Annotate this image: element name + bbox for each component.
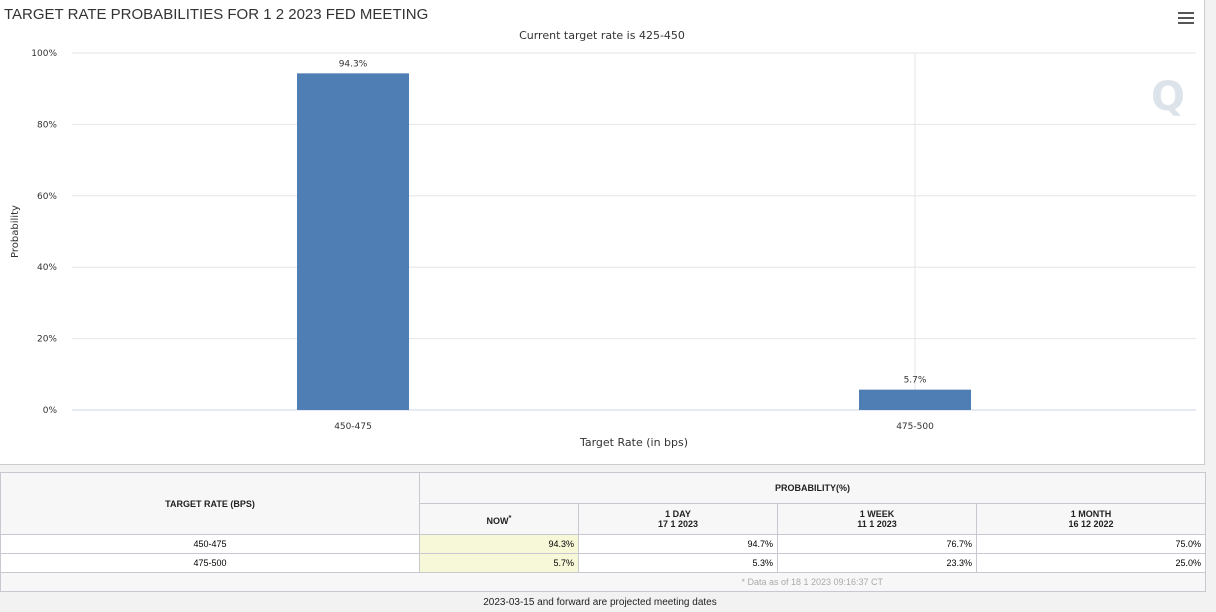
- day-cell: 94.7%: [578, 534, 778, 554]
- rate-cell: 475-500: [0, 553, 420, 573]
- week-cell: 23.3%: [777, 553, 977, 573]
- y-tick-label: 0%: [43, 406, 58, 416]
- y-tick-label: 80%: [37, 120, 57, 130]
- y-axis-title: Probability: [10, 205, 21, 258]
- footer-note: 2023-03-15 and forward are projected mee…: [483, 597, 717, 608]
- header-probability: PROBABILITY(%): [419, 472, 1206, 504]
- chart-title: TARGET RATE PROBABILITIES FOR 1 2 2023 F…: [4, 6, 429, 23]
- y-tick-label: 20%: [37, 335, 57, 345]
- watermark-q-logo-icon: Q: [1151, 74, 1185, 120]
- y-tick-label: 100%: [31, 49, 57, 59]
- x-tick-label: 475-500: [896, 422, 934, 432]
- data-timestamp-note: * Data as of 18 1 2023 09:16:37 CT: [419, 572, 1206, 592]
- chart-subtitle: Current target rate is 425-450: [519, 29, 685, 42]
- now-cell: 94.3%: [419, 534, 579, 554]
- chart-panel: TARGET RATE PROBABILITIES FOR 1 2 2023 F…: [0, 0, 1205, 465]
- header-target-rate: TARGET RATE (BPS): [0, 472, 420, 535]
- week-cell: 76.7%: [777, 534, 977, 554]
- table-row: 450-475 94.3% 94.7% 76.7% 75.0%: [0, 534, 1206, 554]
- day-cell: 5.3%: [578, 553, 778, 573]
- x-axis-title: Target Rate (in bps): [579, 436, 688, 449]
- month-cell: 25.0%: [976, 553, 1206, 573]
- x-tick-label: 450-475: [334, 422, 372, 432]
- header-now: NOW*: [419, 503, 579, 535]
- hamburger-menu-icon[interactable]: [1178, 12, 1194, 26]
- header-1-day: 1 DAY 17 1 2023: [578, 503, 778, 535]
- data-label: 94.3%: [339, 59, 368, 69]
- data-label: 5.7%: [904, 376, 927, 386]
- y-tick-label: 60%: [37, 192, 57, 202]
- header-1-month: 1 MONTH 16 12 2022: [976, 503, 1206, 535]
- header-1-week: 1 WEEK 11 1 2023: [777, 503, 977, 535]
- y-tick-label: 40%: [37, 263, 57, 273]
- table-row: 475-500 5.7% 5.3% 23.3% 25.0%: [0, 553, 1206, 573]
- month-cell: 75.0%: [976, 534, 1206, 554]
- bar: [859, 389, 971, 410]
- rate-cell: 450-475: [0, 534, 420, 554]
- bar: [297, 73, 409, 410]
- bar-chart: 0% 20% 40% 60% 80% 100% 94.3% 450-475 5.7% 475-50…: [10, 49, 1196, 449]
- now-cell: 5.7%: [419, 553, 579, 573]
- probability-table: TARGET RATE (BPS) PROBABILITY(%) NOW* 1 …: [0, 472, 1206, 592]
